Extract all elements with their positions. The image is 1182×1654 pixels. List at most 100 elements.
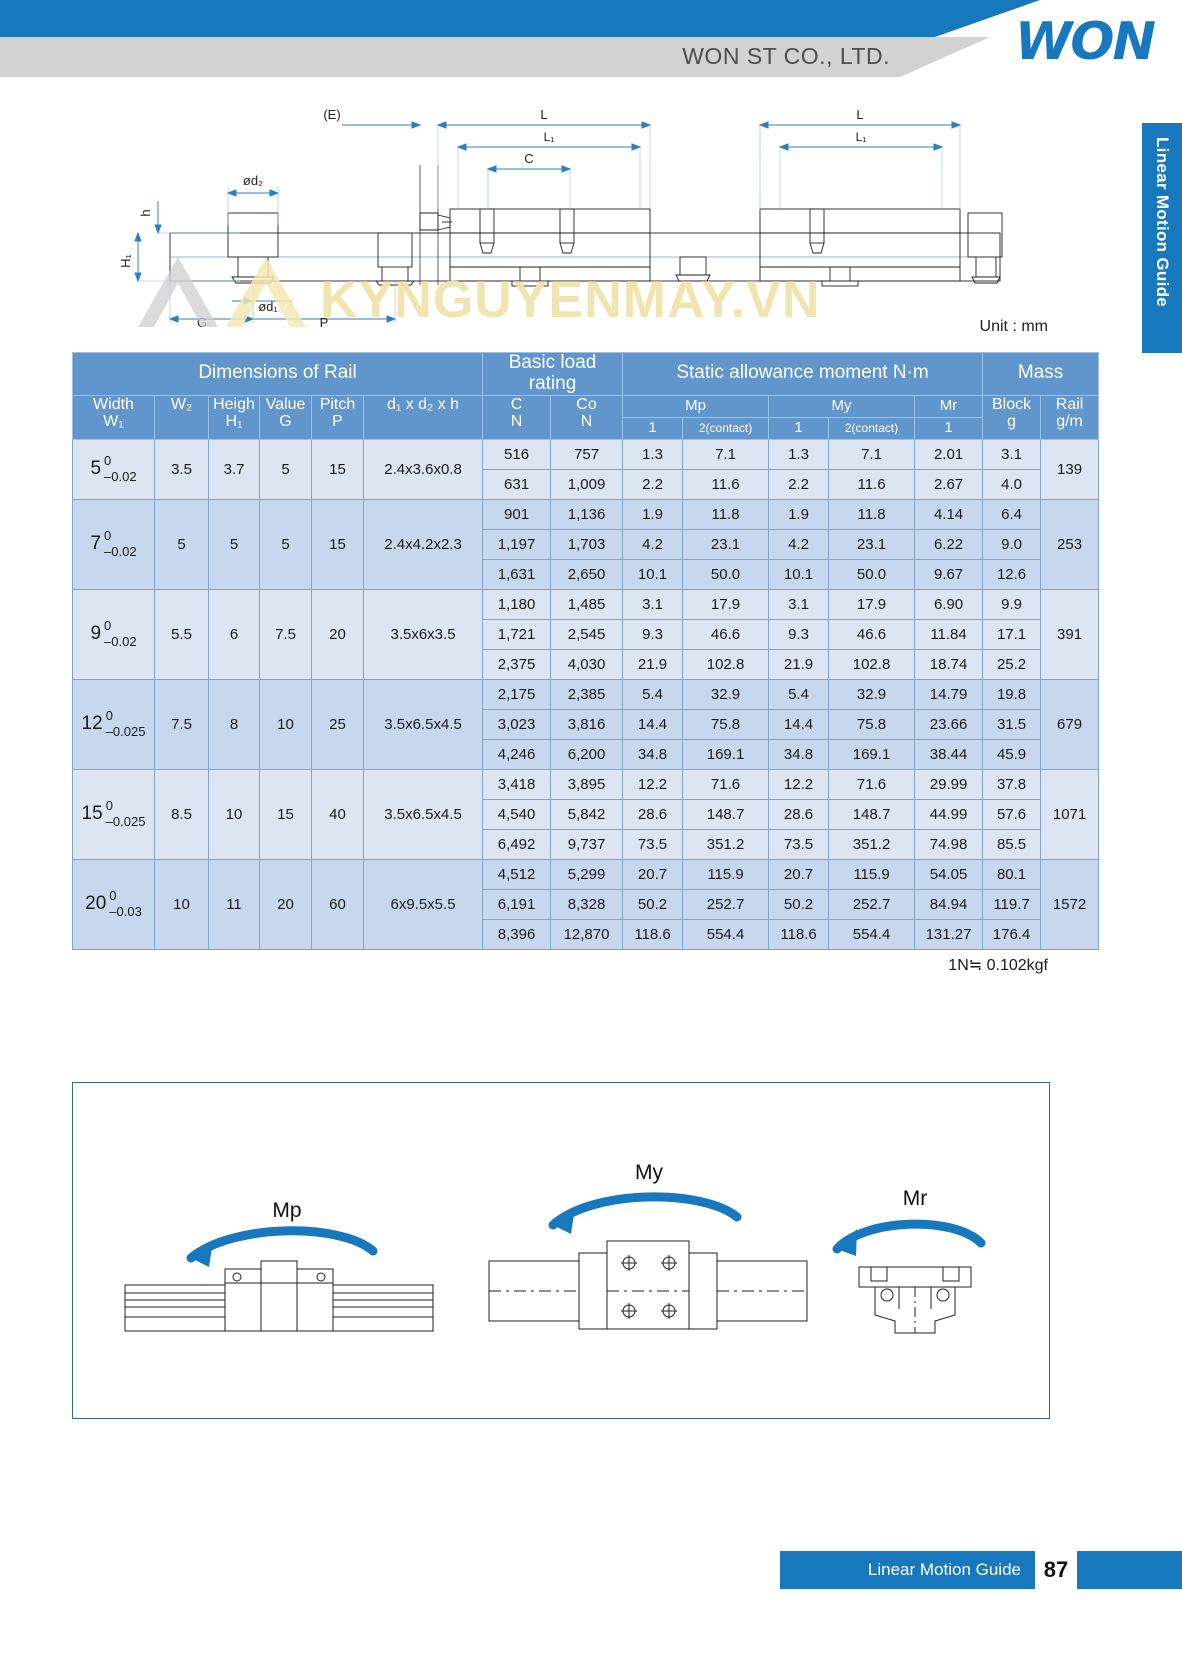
table-col-header-row: Width W₁ W₂ Heigh H₁ Value G Pitch P d₁ … xyxy=(72,394,1100,440)
cell-rail-mass: 1071 xyxy=(1040,768,1100,860)
drawing-label-h: h xyxy=(138,209,153,216)
cell-basic-load-c: 1,180 xyxy=(482,588,552,620)
cell-basic-load-co: 1,009 xyxy=(550,468,624,500)
cell-w2: 8.5 xyxy=(154,768,209,860)
cell-basic-load-co: 3,816 xyxy=(550,708,624,740)
cell-my-1: 20.7 xyxy=(768,858,830,890)
cell-mp-2contact: 32.9 xyxy=(682,678,770,710)
col-header-Co: Co N xyxy=(550,394,624,440)
cell-basic-load-co: 1,136 xyxy=(550,498,624,530)
cell-mr-1: 23.66 xyxy=(914,708,984,740)
cell-block-mass: 31.5 xyxy=(982,708,1042,740)
col-header-Mp: Mp xyxy=(622,394,770,418)
cell-mp-1: 5.4 xyxy=(622,678,684,710)
table-row: 7 0 –0.02 5 5 5 15 2.4x4.2x2.3 901 1,136 1.9 11.8 1.… xyxy=(72,498,1100,590)
cell-g: 15 xyxy=(259,768,312,860)
cell-mr-1: 18.74 xyxy=(914,648,984,680)
cell-h1: 3.7 xyxy=(208,438,260,500)
cell-my-2contact: 23.1 xyxy=(828,528,916,560)
cell-basic-load-c: 1,721 xyxy=(482,618,552,650)
cell-basic-load-co: 12,870 xyxy=(550,918,624,950)
cell-my-1: 4.2 xyxy=(768,528,830,560)
cell-mp-2contact: 102.8 xyxy=(682,648,770,680)
table-row: 3,023 3,816 14.4 75.8 14.4 75.8 23.66 31.5 xyxy=(73,708,1099,740)
cell-rail-mass: 253 xyxy=(1040,498,1100,590)
footer-right-band xyxy=(1077,1551,1182,1589)
cell-block-mass: 12.6 xyxy=(982,558,1042,590)
unit-conversion-footnote: 1N≒ 0.102kgf xyxy=(948,957,1048,974)
side-tab-linear-motion-guide: Linear Motion Guide xyxy=(1142,123,1182,353)
cell-width-w1: 15 0 –0.025 xyxy=(72,768,155,860)
drawing-label-P: P xyxy=(320,315,329,330)
cell-mr-1: 54.05 xyxy=(914,858,984,890)
cell-block-mass: 9.9 xyxy=(982,588,1042,620)
cell-mp-1: 4.2 xyxy=(622,528,684,560)
subheader-mr-1: 1 xyxy=(914,416,984,440)
table-row: 631 1,009 2.2 11.6 2.2 11.6 2.67 4.0 xyxy=(73,468,1099,500)
cell-h1: 11 xyxy=(208,858,260,950)
cell-basic-load-c: 4,512 xyxy=(482,858,552,890)
unit-label: Unit : mm xyxy=(979,318,1048,335)
cell-basic-load-co: 2,650 xyxy=(550,558,624,590)
cell-block-mass: 17.1 xyxy=(982,618,1042,650)
cell-block-mass: 85.5 xyxy=(982,828,1042,860)
col-header-height-h1: Heigh H₁ xyxy=(208,394,260,440)
cell-p: 60 xyxy=(311,858,364,950)
moment-label-mr: Mr xyxy=(903,1187,928,1210)
table-body: 5 0 –0.02 3.5 3.7 5 15 2.4x3.6x0.8 516 757 1.3 7.1 1… xyxy=(72,438,1100,950)
col-header-d1-d2-h: d₁ x d₂ x h xyxy=(362,394,484,440)
cell-mr-1: 131.27 xyxy=(914,918,984,950)
cell-width-w1: 9 0 –0.02 xyxy=(72,588,155,680)
cell-my-2contact: 46.6 xyxy=(828,618,916,650)
cell-mp-2contact: 115.9 xyxy=(682,858,770,890)
cell-block-mass: 4.0 xyxy=(982,468,1042,500)
cell-block-mass: 80.1 xyxy=(982,858,1042,890)
cell-mr-1: 6.90 xyxy=(914,588,984,620)
col-header-My: My xyxy=(768,394,916,418)
cell-block-mass: 45.9 xyxy=(982,738,1042,770)
col-header-width-w1: Width W₁ xyxy=(72,394,155,440)
cell-h1: 8 xyxy=(208,678,260,770)
cell-mr-1: 4.14 xyxy=(914,498,984,530)
cell-width-w1: 12 0 –0.025 xyxy=(72,678,155,770)
table-row: 1,721 2,545 9.3 46.6 9.3 46.6 11.84 17.1 xyxy=(73,618,1099,650)
cell-basic-load-c: 6,191 xyxy=(482,888,552,920)
cell-my-2contact: 71.6 xyxy=(828,768,916,800)
cell-my-1: 1.9 xyxy=(768,498,830,530)
cell-p: 15 xyxy=(311,498,364,590)
cell-basic-load-c: 3,023 xyxy=(482,708,552,740)
cell-my-1: 28.6 xyxy=(768,798,830,830)
cell-d1-d2-h: 6x9.5x5.5 xyxy=(362,858,484,950)
cell-basic-load-c: 516 xyxy=(482,438,552,470)
cell-mr-1: 29.99 xyxy=(914,768,984,800)
col-header-pitch-p: Pitch P xyxy=(311,394,364,440)
page-number: 87 xyxy=(1035,1551,1077,1589)
cell-mr-1: 2.01 xyxy=(914,438,984,470)
col-header-Mr: Mr xyxy=(914,394,984,418)
cell-mp-2contact: 17.9 xyxy=(682,588,770,620)
cell-basic-load-co: 4,030 xyxy=(550,648,624,680)
cell-my-2contact: 17.9 xyxy=(828,588,916,620)
drawing-label-H1: H₁ xyxy=(120,254,133,268)
cell-mp-2contact: 46.6 xyxy=(682,618,770,650)
table-row: 4,246 6,200 34.8 169.1 34.8 169.1 38.44 45.9 xyxy=(73,738,1099,770)
header-gray-band xyxy=(0,37,990,77)
cell-d1-d2-h: 3.5x6.5x4.5 xyxy=(362,678,484,770)
moment-diagram-box: Mp My xyxy=(72,1082,1050,1419)
cell-block-mass: 37.8 xyxy=(982,768,1042,800)
cell-basic-load-c: 4,246 xyxy=(482,738,552,770)
cell-my-2contact: 75.8 xyxy=(828,708,916,740)
cell-mp-2contact: 169.1 xyxy=(682,738,770,770)
cell-my-2contact: 11.6 xyxy=(828,468,916,500)
cell-my-1: 2.2 xyxy=(768,468,830,500)
subheader-mp-2contact: 2(contact) xyxy=(682,416,770,440)
cell-w2: 5.5 xyxy=(154,588,209,680)
cell-basic-load-c: 4,540 xyxy=(482,798,552,830)
cell-h1: 10 xyxy=(208,768,260,860)
cell-basic-load-co: 5,299 xyxy=(550,858,624,890)
cell-mp-1: 34.8 xyxy=(622,738,684,770)
cell-mr-1: 2.67 xyxy=(914,468,984,500)
cell-mp-2contact: 11.8 xyxy=(682,498,770,530)
cell-rail-mass: 1572 xyxy=(1040,858,1100,950)
cell-mp-2contact: 71.6 xyxy=(682,768,770,800)
